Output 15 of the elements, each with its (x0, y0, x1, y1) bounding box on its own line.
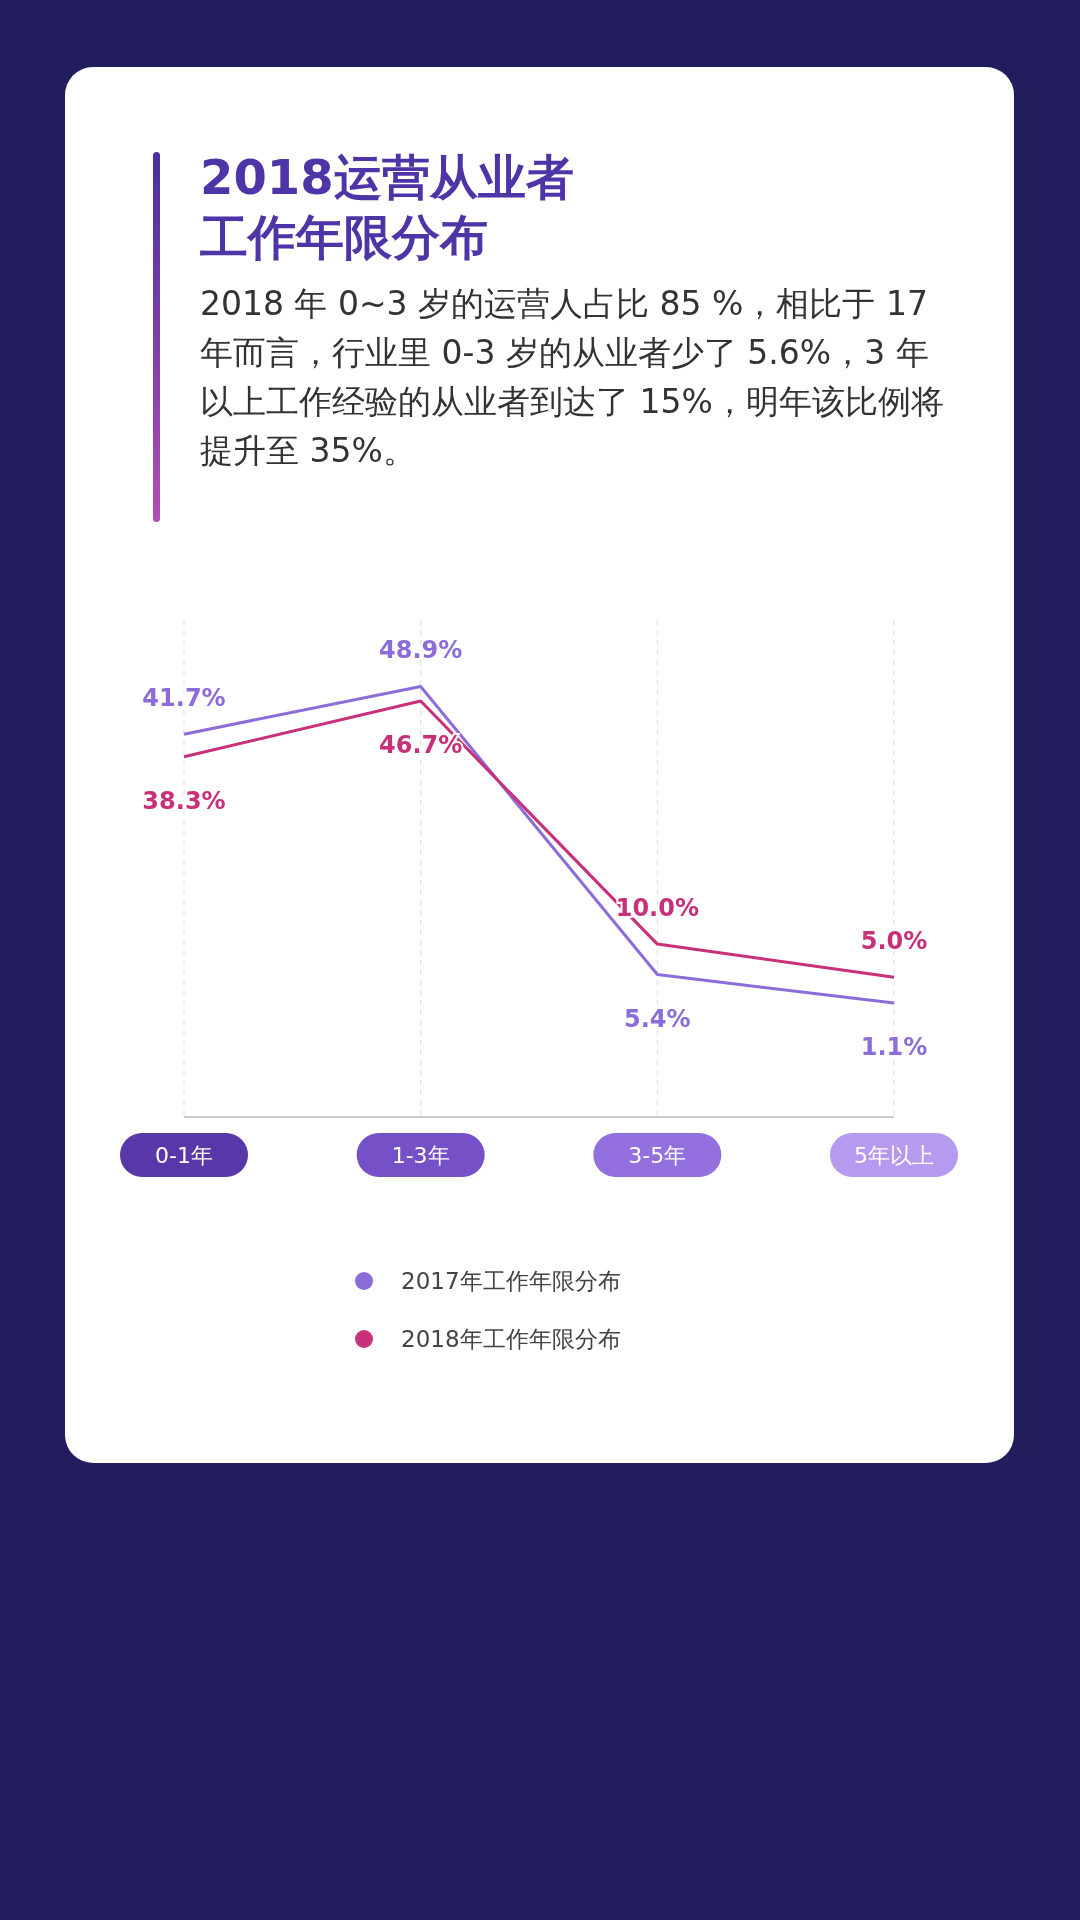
legend-label: 2018年工作年限分布 (400, 1324, 621, 1354)
data-label: 48.9% (379, 636, 463, 665)
data-label: 5.4% (624, 1004, 691, 1033)
data-label: 5.0% (860, 927, 928, 956)
data-label: 46.7% (379, 731, 463, 760)
data-label: 38.3% (142, 786, 226, 815)
chart-subtitle: 2018 年 0~3 岁的运营人占比 85 %，相比于 17 年而言，行业里 0-3 岁的从业者少了 5.6%，3 年以上工作经验的从业者到达了 15%，明年该比例将提升至 35%。 (200, 283, 945, 472)
x-tick-label: 5年以上 (854, 1143, 934, 1168)
x-tick-label: 1-3年 (391, 1143, 450, 1168)
data-label: 41.7% (142, 684, 226, 713)
x-tick-label: 0-1年 (155, 1143, 213, 1168)
data-label: 1.1% (860, 1033, 928, 1062)
chart-title: 2018运营从业者工作年限分布 (200, 148, 575, 267)
x-tick-label: 3-5年 (628, 1143, 687, 1168)
legend-label: 2017年工作年限分布 (400, 1266, 621, 1296)
